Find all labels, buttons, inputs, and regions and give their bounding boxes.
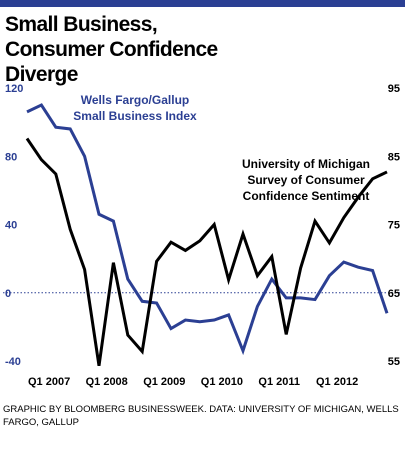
y-tick-label: 0 [5,288,11,300]
y2-tick-label: 85 [388,151,400,163]
y2-tick-label: 55 [388,356,400,368]
legend-label: University of Michigan Survey of Consume… [241,157,371,203]
x-tick-label: Q1 2010 [201,376,243,388]
source-note: GRAPHIC BY BLOOMBERG BUSINESSWEEK. DATA:… [3,404,399,428]
y-tick-label: 80 [5,151,17,163]
y2-tick-label: 75 [388,220,400,232]
y-tick-label: 40 [5,220,17,232]
y2-tick-label: 65 [388,288,400,300]
x-tick-label: Q1 2011 [258,376,300,388]
y2-tick-label: 95 [388,83,400,95]
x-tick-label: Q1 2009 [143,376,185,388]
chart-title: Small Business, Consumer Confidence Dive… [5,13,218,86]
legend-label: Wells Fargo/Gallup Small Business Index [73,93,197,123]
x-tick-label: Q1 2007 [28,376,70,388]
y-tick-label: -40 [5,356,21,368]
top-bar [0,0,405,7]
x-tick-label: Q1 2008 [86,376,128,388]
y-tick-label: 120 [5,83,23,95]
x-tick-label: Q1 2012 [316,376,358,388]
series-line [26,103,389,356]
series-line [25,137,388,366]
